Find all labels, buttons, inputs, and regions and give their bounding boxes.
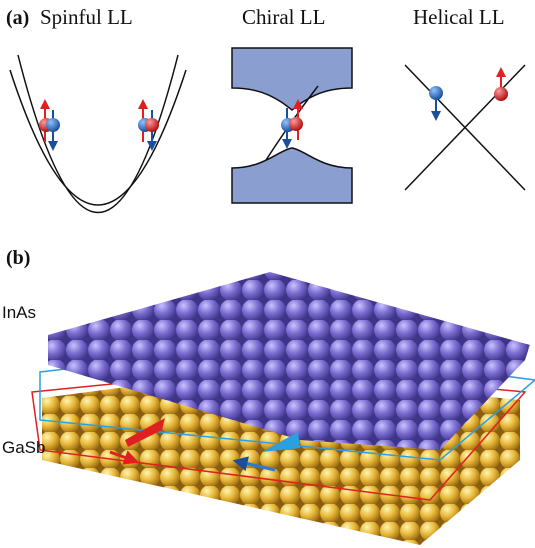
chiral-diagram: [232, 48, 352, 203]
diagram-title: Spinful LL: [40, 5, 133, 29]
helical-diagram: [405, 65, 525, 190]
panel-label: (b): [6, 247, 30, 269]
spinful-diagram: [10, 55, 186, 213]
layer-label: GaSb: [2, 438, 45, 457]
diagram-title: Chiral LL: [242, 5, 325, 29]
spin-pair: [39, 104, 159, 146]
figure: (a) Spinful LL Chiral LL Helical LL (b): [0, 0, 535, 548]
layer-label: InAs: [2, 303, 36, 322]
diagram-title: Helical LL: [413, 5, 505, 29]
panel-label: (a): [6, 7, 29, 29]
